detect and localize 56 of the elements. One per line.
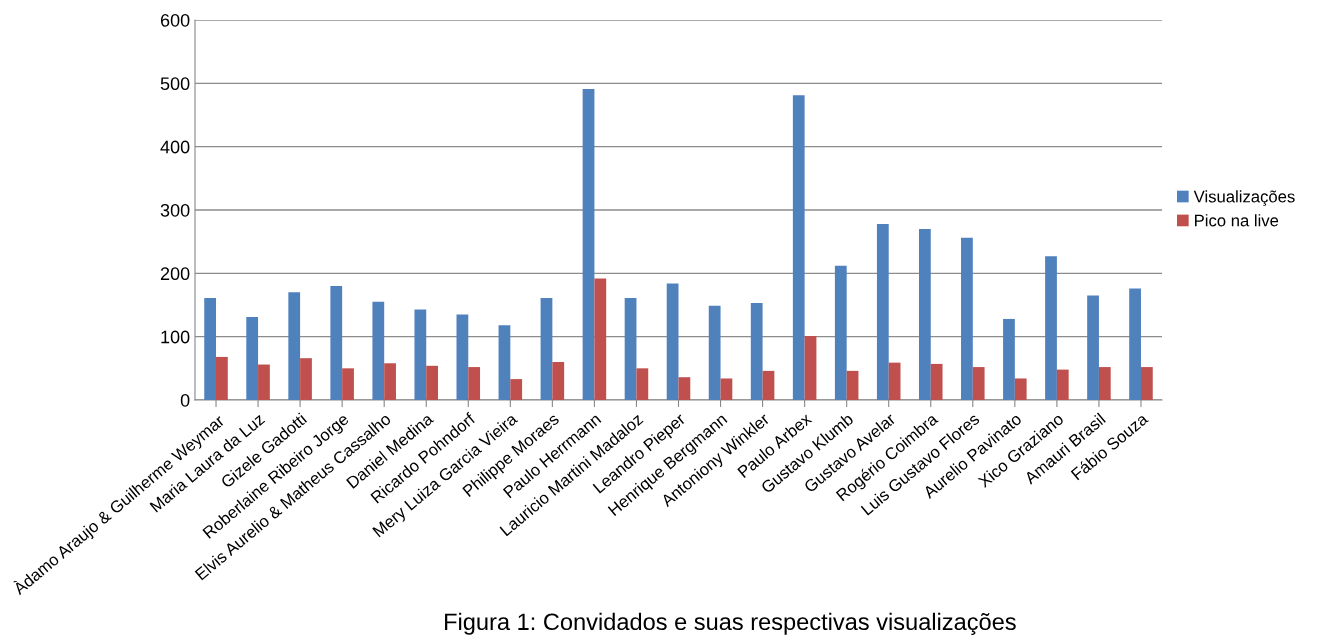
- bar: [510, 379, 523, 400]
- bar: [1003, 318, 1015, 400]
- bar: [342, 368, 354, 400]
- bar: [330, 286, 343, 400]
- bar: [961, 237, 973, 400]
- bar: [918, 229, 931, 400]
- bar: [888, 362, 901, 400]
- bar: [216, 356, 228, 400]
- bar: [414, 309, 427, 400]
- bar: [1098, 367, 1111, 400]
- y-tick-label: 500: [160, 77, 190, 91]
- bar: [582, 89, 595, 400]
- bar: [498, 325, 511, 400]
- bar: [468, 367, 481, 400]
- bar: [552, 362, 565, 400]
- bar: [708, 305, 721, 400]
- bar: [300, 358, 312, 400]
- bar: [1140, 367, 1153, 400]
- text: Figura 1: Convidados e suas respectivas visualizações: [445, 612, 1016, 635]
- bar: [972, 367, 985, 400]
- bar: [258, 364, 270, 400]
- bar: [456, 314, 469, 400]
- bar: [288, 292, 301, 400]
- bar: [426, 365, 439, 400]
- bar: [720, 378, 733, 400]
- y-tick-label: 400: [160, 140, 190, 154]
- bar: [624, 298, 637, 400]
- y-tick-label: 200: [160, 267, 190, 281]
- bar: [1129, 288, 1141, 400]
- bar: [204, 298, 217, 400]
- y-tick-label: 600: [160, 13, 190, 27]
- bar: [384, 363, 396, 400]
- bar: [246, 317, 259, 400]
- bar: [834, 265, 847, 400]
- bar: [792, 95, 805, 400]
- legend-label: Visualizações: [1193, 190, 1295, 206]
- bar: [678, 377, 691, 400]
- bar: [594, 278, 607, 400]
- bar: [1045, 256, 1057, 400]
- y-tick-label: 300: [160, 203, 190, 217]
- bar: [930, 363, 943, 400]
- bar: [846, 370, 859, 400]
- bar: [762, 370, 775, 400]
- bar: [1056, 369, 1069, 400]
- bar: [876, 223, 889, 400]
- bar: [804, 336, 817, 400]
- bar: [1014, 378, 1027, 400]
- bar: [666, 283, 679, 400]
- y-tick-label: 100: [161, 330, 190, 344]
- bar: [1087, 295, 1099, 400]
- bar: [750, 303, 763, 400]
- bar: [372, 301, 385, 400]
- y-tick-label: 0: [180, 393, 190, 407]
- bar: [540, 298, 553, 400]
- bar: [636, 368, 649, 400]
- legend-label: Pico na live: [1195, 214, 1279, 227]
